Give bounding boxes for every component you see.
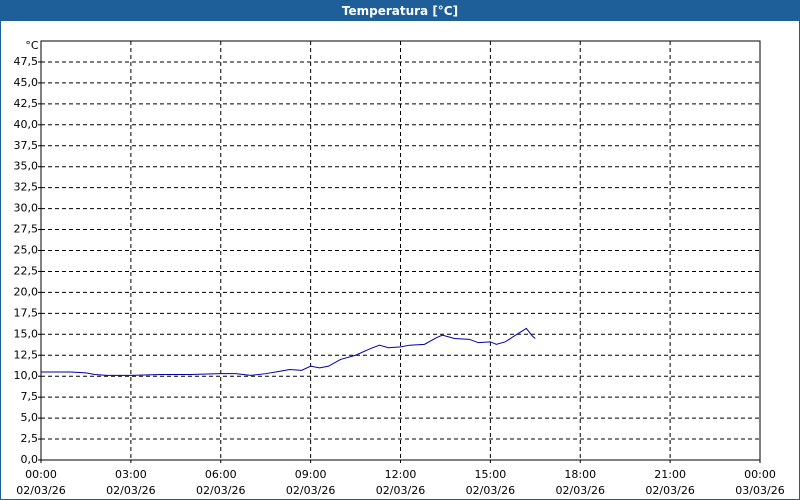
y-tick-label: 27,5: [14, 223, 39, 236]
x-tick-date: 02/03/26: [16, 484, 65, 497]
data-line: [41, 327, 536, 376]
y-tick-label: 0,0: [21, 453, 39, 466]
y-tick-label: 40,0: [14, 118, 39, 131]
title-bar: Temperatura [°C]: [1, 1, 799, 21]
y-tick-label: 37,5: [14, 139, 39, 152]
y-tick-label: 10,0: [14, 369, 39, 382]
y-tick-label: 22,5: [14, 264, 39, 277]
x-tick-date: 02/03/26: [106, 484, 155, 497]
x-tick-date: 02/03/26: [196, 484, 245, 497]
x-tick-date: 03/03/26: [735, 484, 784, 497]
x-tick-date: 02/03/26: [466, 484, 515, 497]
x-tick-label: 15:00: [475, 468, 507, 481]
x-tick-label: 12:00: [385, 468, 417, 481]
y-tick-label: 42,5: [14, 97, 39, 110]
x-tick-label: 18:00: [564, 468, 596, 481]
x-tick-label: 00:00: [25, 468, 57, 481]
y-tick-label: 25,0: [14, 244, 39, 257]
x-tick-date: 02/03/26: [286, 484, 335, 497]
x-tick-date: 02/03/26: [556, 484, 605, 497]
x-tick-date: 02/03/26: [376, 484, 425, 497]
y-tick-label: 47,5: [14, 55, 39, 68]
y-tick-label: 32,5: [14, 181, 39, 194]
x-tick-label: 06:00: [205, 468, 237, 481]
y-tick-label: 30,0: [14, 202, 39, 215]
y-tick-label: 5,0: [21, 411, 39, 424]
y-tick-label: 45,0: [14, 76, 39, 89]
y-tick-label: 7,5: [21, 390, 39, 403]
y-tick-label: 17,5: [14, 306, 39, 319]
y-tick-label: 15,0: [14, 327, 39, 340]
x-tick-label: 09:00: [295, 468, 327, 481]
y-tick-label: 12,5: [14, 348, 39, 361]
y-axis-unit: °C: [25, 39, 39, 52]
x-tick-label: 03:00: [115, 468, 147, 481]
x-tick-label: 21:00: [654, 468, 686, 481]
y-tick-label: 20,0: [14, 285, 39, 298]
x-tick-label: 00:00: [744, 468, 776, 481]
y-tick-label: 2,5: [21, 432, 39, 445]
y-tick-label: 35,0: [14, 160, 39, 173]
x-tick-date: 02/03/26: [645, 484, 694, 497]
